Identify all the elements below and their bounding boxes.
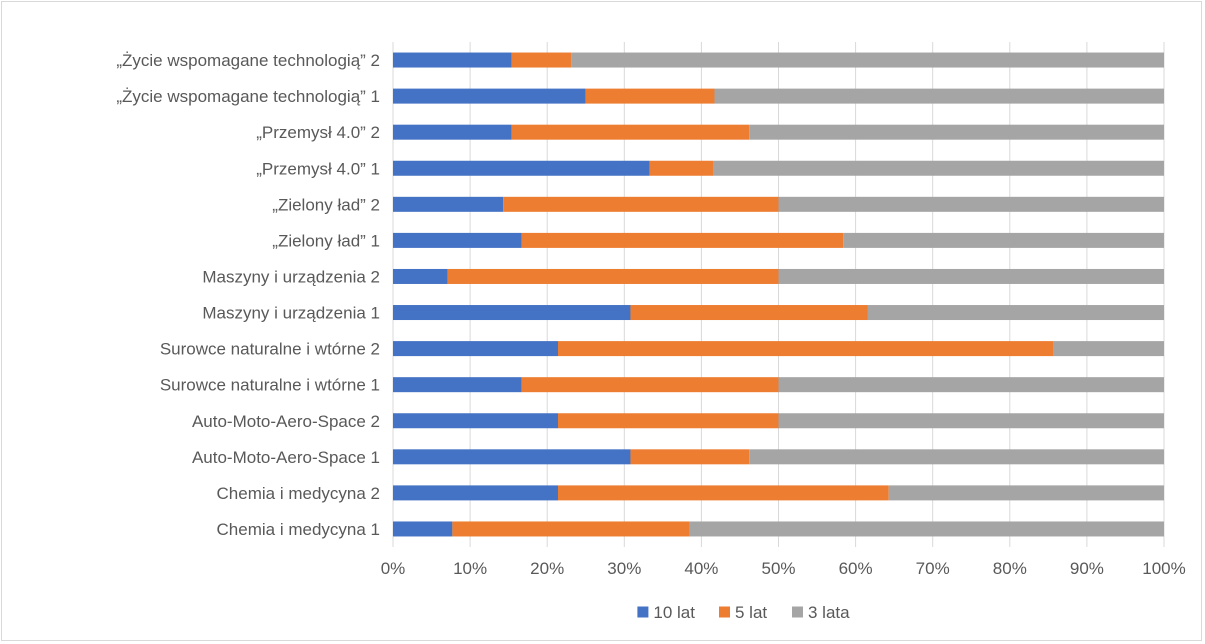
bar-5-lat-zielony-lad-1 [521,232,844,248]
bar-5-lat-chemia-i-medycyna-1 [452,521,690,537]
x-tick-label: 50% [761,559,795,578]
bar-5-lat-chemia-i-medycyna-2 [557,485,889,501]
bar-5-lat-surowce-naturalne-i-wtorne-2 [557,341,1054,357]
bar-3-lata-chemia-i-medycyna-1 [689,521,1164,537]
legend-label-10-lat: 10 lat [653,603,695,622]
x-tick-label: 10% [453,559,487,578]
bar-3-lata-auto-moto-aero-space-1 [749,449,1164,465]
category-label: Auto-Moto-Aero-Space 2 [192,412,380,431]
x-tick-label: 30% [607,559,641,578]
gridlines [392,42,1165,547]
bar-10-lat-zielony-lad-1 [393,232,522,248]
x-tick-label: 90% [1070,559,1104,578]
bar-3-lata-zycie-wspomagane-technologia-1 [714,88,1164,104]
bar-3-lata-auto-moto-aero-space-2 [778,413,1164,429]
bar-5-lat-maszyny-i-urzadzenia-2 [447,268,779,284]
x-tick-label: 80% [993,559,1027,578]
legend-swatch-3-lata [792,606,803,618]
bar-10-lat-zycie-wspomagane-technologia-1 [393,88,586,104]
bar-10-lat-auto-moto-aero-space-2 [393,413,558,429]
bar-10-lat-maszyny-i-urzadzenia-1 [393,305,631,321]
x-tick-label: 0% [381,559,406,578]
x-tick-label: 70% [916,559,950,578]
bar-3-lata-maszyny-i-urzadzenia-2 [778,268,1164,284]
category-label: „Życie wspomagane technologią” 2 [116,51,380,70]
category-label: Chemia i medycyna 1 [217,520,380,539]
bar-3-lata-przemysl-4-0-2 [749,124,1164,140]
category-label: Maszyny i urządzenia 2 [202,267,380,286]
legend-swatch-5-lat [719,606,730,618]
category-label: Chemia i medycyna 2 [217,484,380,503]
category-label: „Przemysł 4.0” 2 [256,123,380,142]
category-label: „Przemysł 4.0” 1 [256,159,380,178]
bar-10-lat-przemysl-4-0-2 [393,124,512,140]
bar-10-lat-auto-moto-aero-space-1 [393,449,631,465]
category-label: Surowce naturalne i wtórne 2 [160,340,380,359]
x-axis-tick-labels: 0% 10% 20% 30% 40% 50% 60% 70% 80% 90% 100% [381,559,1186,578]
bar-5-lat-zycie-wspomagane-technologia-2 [511,52,572,68]
bar-5-lat-auto-moto-aero-space-1 [630,449,750,465]
bar-10-lat-maszyny-i-urzadzenia-2 [393,268,448,284]
category-label: „Zielony ład” 2 [272,195,380,214]
bar-10-lat-chemia-i-medycyna-2 [393,485,558,501]
x-tick-label: 40% [684,559,718,578]
bar-5-lat-zycie-wspomagane-technologia-1 [585,88,715,104]
bar-10-lat-zielony-lad-2 [393,196,504,212]
legend-swatch-10-lat [637,606,649,618]
legend-label-5-lat: 5 lat [735,603,767,622]
x-tick-label: 60% [839,559,873,578]
category-label: „Zielony ład” 1 [272,231,380,250]
category-label: Surowce naturalne i wtórne 1 [160,376,380,395]
x-tick-label: 100% [1142,559,1185,578]
bar-3-lata-przemysl-4-0-1 [713,160,1164,176]
bar-10-lat-surowce-naturalne-i-wtorne-2 [393,341,558,357]
bar-3-lata-surowce-naturalne-i-wtorne-1 [778,377,1164,393]
category-label: „Życie wspomagane technologią” 1 [116,87,380,106]
bar-5-lat-maszyny-i-urzadzenia-1 [630,305,868,321]
bar-5-lat-zielony-lad-2 [503,196,779,212]
bars [393,52,1164,537]
bar-5-lat-auto-moto-aero-space-2 [557,413,779,429]
bar-10-lat-chemia-i-medycyna-1 [393,521,453,537]
bar-5-lat-przemysl-4-0-2 [511,124,750,140]
bar-5-lat-przemysl-4-0-1 [649,160,714,176]
bar-3-lata-chemia-i-medycyna-2 [888,485,1164,501]
bar-3-lata-zielony-lad-1 [843,232,1164,248]
bar-3-lata-maszyny-i-urzadzenia-1 [867,305,1164,321]
category-label: Auto-Moto-Aero-Space 1 [192,448,380,467]
x-tick-label: 20% [530,559,564,578]
category-label: Maszyny i urządzenia 1 [202,304,380,323]
bar-10-lat-przemysl-4-0-1 [393,160,650,176]
bar-5-lat-surowce-naturalne-i-wtorne-1 [521,377,779,393]
legend: 10 lat 5 lat 3 lata [637,603,850,622]
category-labels: Chemia i medycyna 1 Chemia i medycyna 2 Au… [116,51,380,539]
legend-label-3-lata: 3 lata [808,603,850,622]
bar-3-lata-zycie-wspomagane-technologia-2 [571,52,1164,68]
bar-3-lata-zielony-lad-2 [778,196,1164,212]
bar-10-lat-surowce-naturalne-i-wtorne-1 [393,377,522,393]
bar-3-lata-surowce-naturalne-i-wtorne-2 [1053,341,1164,357]
bar-10-lat-zycie-wspomagane-technologia-2 [393,52,512,68]
